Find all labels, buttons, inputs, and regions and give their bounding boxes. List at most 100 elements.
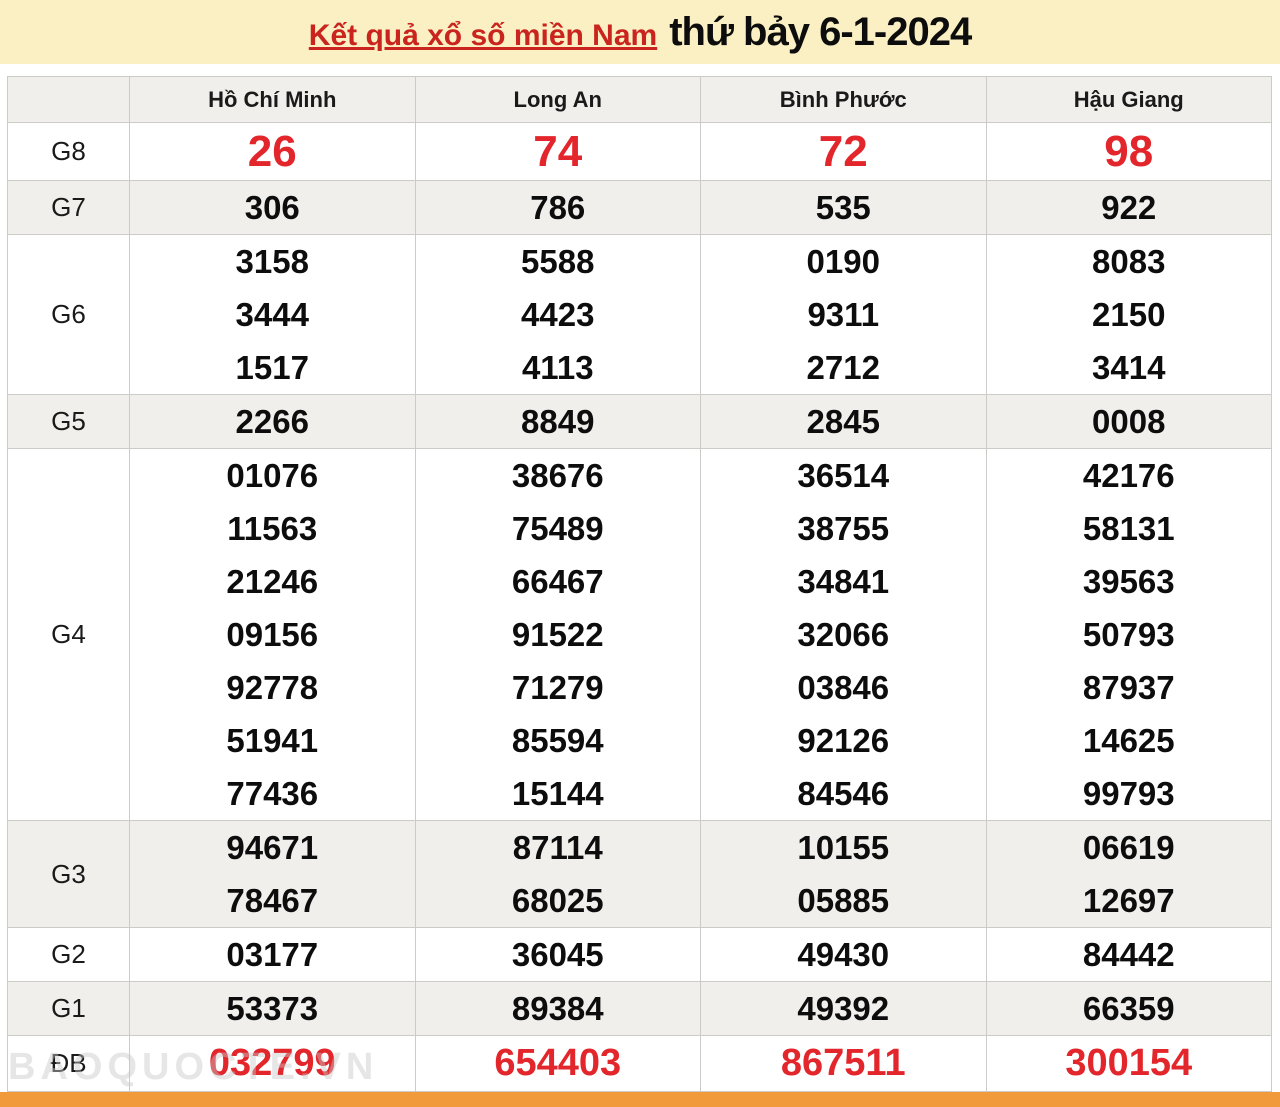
- bottom-orange-bar: [0, 1092, 1280, 1107]
- prize-label: G6: [7, 234, 130, 395]
- result-number: 535: [815, 189, 871, 226]
- result-cell: 66359: [985, 981, 1272, 1036]
- result-number: 032799: [208, 1042, 336, 1084]
- result-number: 2150: [1092, 296, 1166, 333]
- result-cell: 3158 3444 1517: [129, 234, 416, 395]
- result-cell: 786: [414, 180, 701, 235]
- result-number: 06619: [1082, 829, 1175, 866]
- result-number: 2845: [806, 403, 880, 440]
- table-row: G7 306 786 535 922: [7, 180, 1272, 235]
- result-number: 78467: [226, 882, 319, 919]
- results-table: Hồ Chí Minh Long An Bình Phước Hậu Giang G8 2…: [7, 76, 1272, 1092]
- result-number: 786: [530, 189, 586, 226]
- result-number: 8849: [521, 403, 595, 440]
- result-number: 84442: [1082, 936, 1175, 973]
- result-number: 9311: [807, 296, 880, 333]
- table-row: G6 3158 3444 1517 5588 4423 4113 0190 9311 2712 80…: [7, 234, 1272, 395]
- result-number: 03177: [226, 936, 319, 973]
- page-title: Kết quả xổ số miền Nam thứ bảy 6-1-2024: [308, 9, 972, 55]
- result-number: 14625: [1082, 722, 1175, 759]
- result-cell: 74: [414, 122, 701, 181]
- table-row: G5 2266 8849 2845 0008: [7, 394, 1272, 449]
- result-number: 66359: [1082, 990, 1175, 1027]
- province-header: Long An: [414, 76, 701, 123]
- result-cell: 0190 9311 2712: [700, 234, 987, 395]
- result-number: 12697: [1082, 882, 1175, 919]
- result-cell: 2266: [129, 394, 416, 449]
- prize-label: G8: [7, 122, 130, 181]
- result-cell: 94671 78467: [129, 820, 416, 928]
- result-number: 5588: [521, 243, 595, 280]
- prize-label: G1: [7, 981, 130, 1036]
- result-cell: 306: [129, 180, 416, 235]
- title-link[interactable]: Kết quả xổ số miền Nam: [308, 18, 658, 52]
- result-number: 49392: [797, 990, 890, 1027]
- result-number: 92778: [226, 669, 319, 706]
- prize-label: G3: [7, 820, 130, 928]
- result-number: 3444: [235, 296, 309, 333]
- table-row: G1 53373 89384 49392 66359: [7, 981, 1272, 1036]
- result-number: 36514: [797, 457, 890, 494]
- result-number: 58131: [1082, 510, 1175, 547]
- result-number: 867511: [780, 1042, 906, 1084]
- result-number: 39563: [1082, 563, 1175, 600]
- result-number: 654403: [494, 1042, 622, 1084]
- result-number: 0190: [806, 243, 880, 280]
- result-number: 01076: [226, 457, 319, 494]
- result-cell: 87114 68025: [414, 820, 701, 928]
- province-header: Hậu Giang: [985, 76, 1272, 123]
- result-cell: 2845: [700, 394, 987, 449]
- result-number: 38676: [511, 457, 604, 494]
- result-number: 03846: [797, 669, 890, 706]
- result-cell: 26: [129, 122, 416, 181]
- result-number: 05885: [797, 882, 890, 919]
- result-number: 72: [818, 127, 868, 176]
- result-number: 26: [247, 127, 297, 176]
- result-number: 10155: [797, 829, 890, 866]
- result-number: 66467: [511, 563, 604, 600]
- result-cell: 42176 58131 39563 50793 87937 14625 99793: [985, 448, 1272, 821]
- result-number: 99793: [1082, 775, 1175, 812]
- result-cell: 98: [985, 122, 1272, 181]
- result-cell: 535: [700, 180, 987, 235]
- result-cell: 0008: [985, 394, 1272, 449]
- result-cell: 36514 38755 34841 32066 03846 92126 84546: [700, 448, 987, 821]
- result-cell: 49430: [700, 927, 987, 982]
- result-number: 49430: [797, 936, 890, 973]
- result-cell: 38676 75489 66467 91522 71279 85594 15144: [414, 448, 701, 821]
- table-row: G3 94671 78467 87114 68025 10155 05885 06619 126…: [7, 820, 1272, 928]
- result-number: 3158: [235, 243, 309, 280]
- result-number: 36045: [511, 936, 604, 973]
- result-cell: 89384: [414, 981, 701, 1036]
- result-number: 42176: [1082, 457, 1175, 494]
- result-cell: 867511: [700, 1035, 987, 1092]
- header-row: Hồ Chí Minh Long An Bình Phước Hậu Giang: [7, 76, 1272, 123]
- result-cell: 06619 12697: [985, 820, 1272, 928]
- result-cell: 654403: [414, 1035, 701, 1092]
- result-number: 68025: [511, 882, 604, 919]
- table-row: G8 26 74 72 98: [7, 122, 1272, 181]
- result-number: 38755: [797, 510, 890, 547]
- result-cell: 84442: [985, 927, 1272, 982]
- result-number: 3414: [1092, 349, 1166, 386]
- result-cell: 032799: [129, 1035, 416, 1092]
- result-number: 89384: [511, 990, 604, 1027]
- result-number: 4113: [521, 349, 594, 386]
- result-number: 09156: [226, 616, 319, 653]
- result-cell: 03177: [129, 927, 416, 982]
- result-number: 77436: [226, 775, 319, 812]
- result-number: 32066: [797, 616, 890, 653]
- results-table-wrapper: Hồ Chí Minh Long An Bình Phước Hậu Giang G8 2…: [0, 64, 1280, 1092]
- result-cell: 922: [985, 180, 1272, 235]
- result-number: 71279: [511, 669, 604, 706]
- result-cell: 01076 11563 21246 09156 92778 51941 77436: [129, 448, 416, 821]
- province-header: Bình Phước: [700, 76, 987, 123]
- province-header: Hồ Chí Minh: [129, 76, 416, 123]
- prize-label: ĐB: [7, 1035, 130, 1092]
- table-row: G4 01076 11563 21246 09156 92778 51941 77436 386…: [7, 448, 1272, 821]
- result-number: 21246: [226, 563, 319, 600]
- result-cell: 8083 2150 3414: [985, 234, 1272, 395]
- result-number: 87937: [1082, 669, 1175, 706]
- prize-label: G7: [7, 180, 130, 235]
- title-date: thứ bảy 6-1-2024: [669, 9, 972, 54]
